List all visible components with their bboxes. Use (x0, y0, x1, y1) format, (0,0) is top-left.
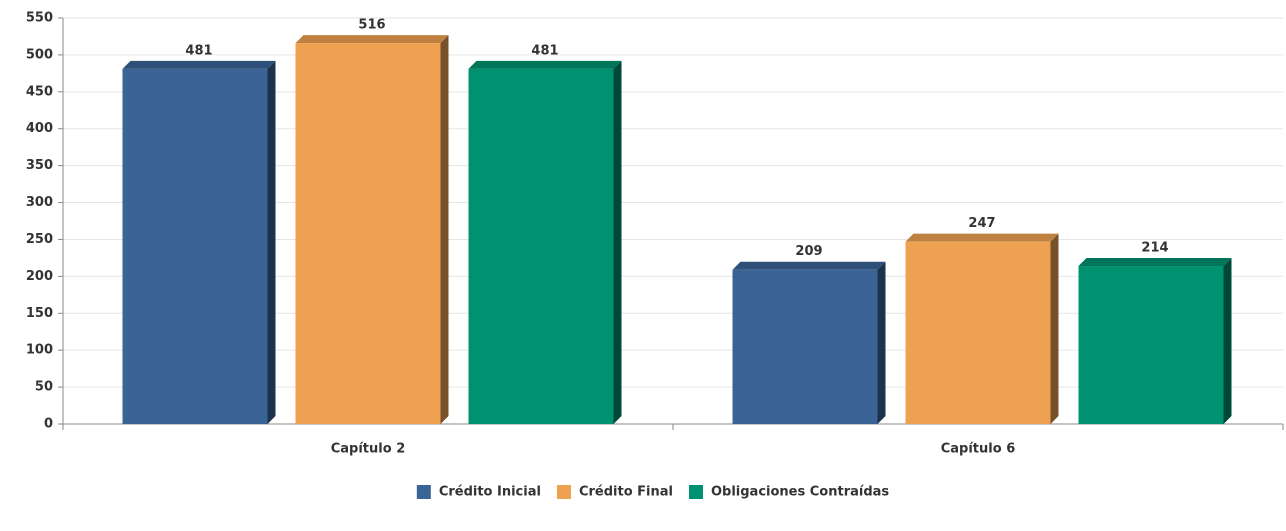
y-tick-label: 350 (26, 158, 53, 173)
x-tick-label: Capítulo 2 (331, 442, 406, 457)
bar-side (877, 261, 886, 424)
bar-side (440, 35, 449, 425)
bar-top (468, 60, 622, 69)
legend-swatch (556, 485, 571, 499)
value-label: 516 (358, 18, 385, 33)
bar (122, 68, 268, 425)
bar-top (295, 35, 449, 44)
bar-side (1223, 258, 1232, 424)
y-tick-label: 300 (26, 195, 53, 210)
bar-side (613, 60, 622, 425)
legend-label: Obligaciones Contraídas (711, 485, 889, 500)
legend-swatch (416, 485, 431, 499)
value-label: 214 (1141, 241, 1168, 256)
y-tick-label: 50 (35, 380, 53, 395)
value-label: 209 (795, 244, 822, 259)
y-tick-label: 550 (26, 11, 53, 26)
bar-top (122, 60, 276, 69)
bar-top (732, 261, 886, 270)
bar-top (1078, 258, 1232, 267)
bar (732, 269, 878, 424)
bar (295, 43, 441, 425)
y-tick-label: 150 (26, 306, 53, 321)
y-tick-label: 500 (26, 47, 53, 62)
bar (905, 241, 1051, 424)
bar-side (1050, 233, 1059, 424)
legend-label: Crédito Inicial (439, 485, 541, 500)
x-tick-label: Capítulo 6 (941, 442, 1016, 457)
bar (1078, 266, 1224, 424)
y-tick-label: 450 (26, 84, 53, 99)
bar-top (905, 233, 1059, 242)
bar-side (267, 60, 276, 425)
y-tick-label: 400 (26, 121, 53, 136)
legend-swatch (688, 485, 703, 499)
legend-label: Crédito Final (579, 485, 673, 500)
y-tick-label: 250 (26, 232, 53, 247)
y-tick-label: 0 (44, 417, 53, 432)
bar (468, 68, 614, 425)
y-tick-label: 200 (26, 269, 53, 284)
y-tick-label: 100 (26, 343, 53, 358)
value-label: 481 (531, 43, 558, 58)
value-label: 481 (185, 43, 212, 58)
value-label: 247 (968, 216, 995, 231)
